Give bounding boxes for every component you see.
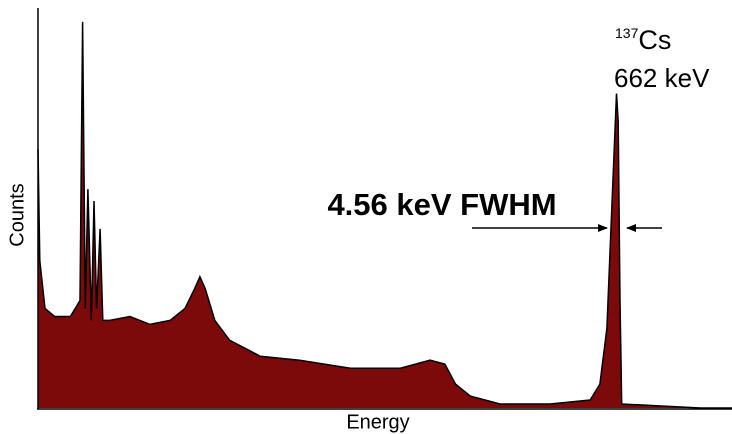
element: Cs — [638, 25, 671, 55]
isotope-label: 137Cs — [615, 25, 671, 55]
x-axis-label: Energy — [346, 411, 409, 433]
plot-area — [37, 21, 732, 409]
y-axis-label: Counts — [6, 183, 28, 246]
line — [37, 21, 732, 409]
fwhm-annotation: 4.56 keV FWHM — [327, 187, 556, 222]
peak-energy-label: 662 keV — [614, 63, 710, 93]
mass-number: 137 — [615, 25, 639, 41]
